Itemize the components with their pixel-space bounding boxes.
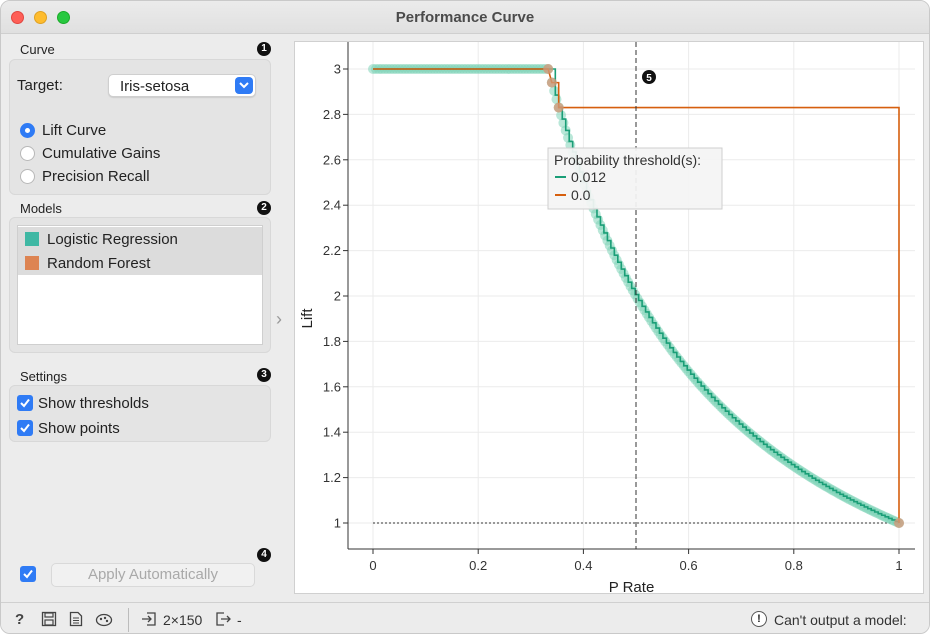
threshold-badge: 5: [646, 73, 652, 84]
x-axis-label: P Rate: [609, 579, 655, 595]
status-bar: ? 2×150 - ! Can't output a model:: [1, 602, 929, 633]
y-tick-label: 2: [334, 289, 341, 304]
color-swatch: [25, 232, 39, 246]
settings-box: [9, 385, 271, 442]
show-thresholds-label: Show thresholds: [38, 394, 149, 412]
warning-icon: !: [751, 611, 767, 627]
color-swatch: [25, 256, 39, 270]
input-data-summary: 2×150: [163, 612, 203, 628]
threshold-badge-circle: [642, 70, 656, 84]
y-tick-label: 1.6: [323, 379, 341, 394]
y-tick-label: 1.2: [323, 470, 341, 485]
y-tick-label: 1: [334, 516, 341, 531]
report-icon[interactable]: [69, 611, 83, 631]
radio-label: Precision Recall: [42, 167, 150, 185]
radio-cumulative-gains[interactable]: Cumulative Gains: [20, 143, 160, 163]
x-tick-label: 0: [369, 558, 376, 573]
target-label: Target:: [17, 77, 63, 94]
models-section-badge: 2: [257, 201, 271, 215]
status-divider: [128, 608, 129, 632]
radio-label: Cumulative Gains: [42, 144, 161, 162]
data-point-random-forest: [543, 64, 554, 74]
x-tick-label: 0.8: [785, 558, 803, 573]
show-points-label: Show points: [38, 419, 120, 437]
data-point-random-forest: [546, 77, 557, 88]
model-label: Random Forest: [47, 254, 151, 272]
checkbox-checked[interactable]: [17, 395, 33, 411]
data-point-random-forest: [553, 102, 564, 113]
help-icon[interactable]: ?: [15, 611, 25, 628]
apply-automatically-checkbox[interactable]: [20, 566, 36, 582]
chevron-down-icon: [235, 77, 253, 94]
x-tick-label: 0.4: [574, 558, 592, 573]
collapse-panel-arrow-icon[interactable]: ›: [276, 309, 282, 329]
tooltip-title: Probability threshold(s):: [554, 152, 701, 168]
data-point-random-forest: [894, 518, 904, 528]
output-data-summary: -: [237, 612, 242, 628]
y-tick-label: 2.8: [323, 107, 341, 122]
status-message: Can't output a model:: [774, 612, 907, 628]
data-point-logistic-regression: [549, 85, 560, 96]
title-bar: Performance Curve: [1, 1, 929, 34]
save-icon[interactable]: [41, 611, 57, 631]
radio-label: Lift Curve: [42, 121, 107, 139]
tooltip-entry-label: 0.012: [571, 169, 606, 185]
radio-precision-recall[interactable]: Precision Recall: [20, 166, 150, 186]
apply-automatically-button[interactable]: Apply Automatically: [51, 563, 255, 587]
series-line-logistic-regression: [373, 68, 900, 523]
tooltip-entry-label: 0.0: [571, 187, 591, 203]
input-data-icon: [141, 611, 157, 631]
show-thresholds-toggle[interactable]: Show thresholds: [17, 393, 149, 413]
curve-section-badge: 1: [257, 42, 271, 56]
target-select[interactable]: Iris-setosa: [108, 74, 256, 97]
settings-section-badge: 3: [257, 368, 271, 382]
checkbox-checked[interactable]: [17, 420, 33, 436]
data-point-logistic-regression: [556, 110, 567, 121]
radio-button[interactable]: [20, 145, 35, 161]
window-title: Performance Curve: [395, 9, 535, 26]
close-window-button[interactable]: [11, 11, 24, 24]
y-tick-label: 2.6: [323, 152, 341, 167]
models-list[interactable]: Logistic Regression Random Forest: [17, 225, 263, 345]
x-tick-label: 1: [895, 558, 902, 573]
list-item-logistic-regression[interactable]: Logistic Regression: [18, 227, 262, 251]
apply-badge: 4: [257, 548, 271, 562]
plot-area[interactable]: 0 0.2 0.4 0.6 0.8 1 1 1.2 1.4 1.6 1.8 2 2.2 2.4 2.6 2.8…: [294, 41, 925, 595]
radio-lift-curve[interactable]: Lift Curve: [20, 120, 106, 140]
performance-chart[interactable]: 0 0.2 0.4 0.6 0.8 1 1 1.2 1.4 1.6 1.8 2 2.2 2.4 2.6 2.8…: [295, 42, 925, 595]
curve-section-label: Curve: [20, 42, 55, 57]
y-axis-label: Lift: [299, 308, 316, 329]
visualize-icon[interactable]: [95, 611, 113, 631]
maximize-window-button[interactable]: [57, 11, 70, 24]
x-tick-label: 0.6: [680, 558, 698, 573]
radio-button-selected[interactable]: [20, 122, 35, 138]
target-select-value: Iris-setosa: [120, 78, 190, 95]
y-tick-label: 3: [334, 62, 341, 77]
threshold-tooltip: [547, 147, 723, 210]
y-tick-label: 2.4: [323, 198, 341, 213]
y-tick-label: 1.8: [323, 334, 341, 349]
model-label: Logistic Regression: [47, 230, 178, 248]
models-section-label: Models: [20, 201, 62, 216]
show-points-toggle[interactable]: Show points: [17, 418, 120, 438]
settings-section-label: Settings: [20, 369, 67, 384]
y-tick-label: 2.2: [323, 243, 341, 258]
x-tick-label: 0.2: [469, 558, 487, 573]
radio-button[interactable]: [20, 168, 35, 184]
y-tick-label: 1.4: [323, 425, 341, 440]
output-data-icon: [215, 611, 231, 631]
list-item-random-forest[interactable]: Random Forest: [18, 251, 262, 275]
minimize-window-button[interactable]: [34, 11, 47, 24]
